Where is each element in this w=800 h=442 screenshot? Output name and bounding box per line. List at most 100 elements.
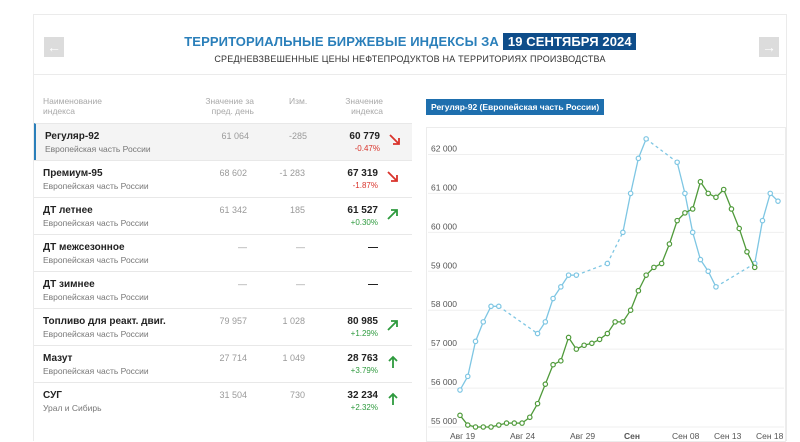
row-change: 1 049 xyxy=(282,353,305,363)
row-prev-value: 61 342 xyxy=(219,205,247,215)
series-segment xyxy=(576,262,608,276)
table-row[interactable]: Премиум-95 Европейская часть России 68 602… xyxy=(34,160,412,197)
row-value: 32 234 xyxy=(347,390,378,401)
row-name: Премиум-95 xyxy=(43,168,103,179)
y-tick-label: 61 000 xyxy=(431,182,457,192)
panel-header: ← ТЕРРИТОРИАЛЬНЫЕ БИРЖЕВЫЕ ИНДЕКСЫ ЗА 19 … xyxy=(34,15,786,75)
y-tick-label: 58 000 xyxy=(431,299,457,309)
page-title: ТЕРРИТОРИАЛЬНЫЕ БИРЖЕВЫЕ ИНДЕКСЫ ЗА 19 СЕ… xyxy=(34,33,786,50)
col-prev-header: Значение за пред. день xyxy=(205,96,254,116)
col-name-header: Наименование индекса xyxy=(43,96,102,116)
x-tick-label: Авг 29 xyxy=(570,431,595,441)
series-segment xyxy=(684,193,694,233)
data-point xyxy=(457,412,463,419)
data-point xyxy=(620,319,626,325)
row-region: Европейская часть России xyxy=(43,292,149,302)
table-row[interactable]: Мазут Европейская часть России 27 714 1 049… xyxy=(34,345,412,382)
data-point xyxy=(495,422,502,428)
prev-date-button[interactable]: ← xyxy=(44,37,64,57)
row-prev-value: — xyxy=(238,242,247,252)
data-point xyxy=(697,256,704,263)
y-tick-label: 62 000 xyxy=(431,143,457,153)
data-point xyxy=(713,194,719,201)
chart-area: Регуляр-92 (Европейская часть России) 62… xyxy=(426,99,786,442)
date-badge[interactable]: 19 СЕНТЯБРЯ 2024 xyxy=(502,33,636,50)
data-point xyxy=(472,424,479,430)
series-segment xyxy=(637,274,647,292)
series-segment xyxy=(482,306,492,323)
row-region: Европейская часть России xyxy=(43,255,149,265)
y-tick-label: 57 000 xyxy=(431,338,457,348)
row-region: Европейская часть России xyxy=(45,144,151,154)
trend-up-icon xyxy=(387,209,398,220)
row-value: — xyxy=(368,279,378,290)
series-segment xyxy=(692,232,702,260)
data-point xyxy=(697,178,704,185)
data-point xyxy=(581,342,587,349)
data-point xyxy=(627,307,634,314)
data-point xyxy=(558,284,564,290)
data-point xyxy=(767,190,774,197)
data-point xyxy=(596,336,603,343)
data-point xyxy=(713,284,719,290)
data-point xyxy=(527,414,533,421)
series-segment xyxy=(544,364,554,385)
trend-up-icon xyxy=(388,355,398,368)
data-point xyxy=(604,260,611,267)
series-segment xyxy=(761,193,771,221)
data-point xyxy=(651,264,657,271)
row-percent: -1.87% xyxy=(352,181,378,190)
data-point xyxy=(751,264,758,271)
data-point xyxy=(689,229,696,236)
table-row[interactable]: Топливо для реакт. двиг. Европейская част… xyxy=(34,308,412,345)
row-region: Европейская часть России xyxy=(43,218,149,228)
row-prev-value: — xyxy=(238,279,247,289)
data-point xyxy=(736,225,743,232)
row-prev-value: 61 064 xyxy=(221,131,249,141)
row-region: Европейская часть России xyxy=(43,181,149,191)
row-name: СУГ xyxy=(43,390,62,401)
series-segment xyxy=(661,243,671,264)
data-point xyxy=(565,334,572,341)
table-row[interactable]: СУГ Урал и Сибирь 31 504 730 32 234 +2.32% xyxy=(34,382,412,419)
series-segment xyxy=(723,189,733,210)
next-date-button[interactable]: → xyxy=(759,37,779,57)
data-point xyxy=(589,340,595,347)
data-point xyxy=(573,346,580,352)
y-tick-label: 59 000 xyxy=(431,260,457,270)
row-value: 67 319 xyxy=(347,168,378,179)
row-change: 730 xyxy=(289,390,305,400)
row-percent: -0.47% xyxy=(354,144,380,153)
data-point xyxy=(643,136,649,142)
row-prev-value: 31 504 xyxy=(219,390,247,400)
chart-title: Регуляр-92 (Европейская часть России) xyxy=(426,99,605,115)
chart-frame xyxy=(426,127,786,442)
trend-down-icon xyxy=(387,171,398,182)
table-row[interactable]: ДТ зимнее Европейская часть России — — — xyxy=(34,271,412,308)
series-segment xyxy=(629,158,640,194)
data-point xyxy=(542,319,549,325)
line-chart[interactable]: 62 000 61 000 60 000 59 000 58 000 57 000 56 0… xyxy=(426,127,786,442)
arrow-left-icon: ← xyxy=(47,39,61,55)
data-point xyxy=(534,400,541,407)
row-value: 80 985 xyxy=(347,316,378,327)
data-point xyxy=(573,272,580,278)
series-segment xyxy=(474,321,484,342)
y-tick-label: 56 000 xyxy=(431,377,457,387)
data-point xyxy=(488,303,494,310)
row-change: 185 xyxy=(289,205,305,215)
data-point xyxy=(464,373,471,380)
row-percent: +0.30% xyxy=(350,218,378,227)
row-value: 61 527 xyxy=(347,205,378,216)
trend-up-icon xyxy=(387,320,398,331)
data-point xyxy=(635,287,642,294)
table-row[interactable]: Регуляр-92 Европейская часть России 61 064… xyxy=(34,123,412,160)
row-prev-value: 68 602 xyxy=(219,168,247,178)
data-point xyxy=(689,206,696,212)
col-change-header: Изм. xyxy=(289,96,308,106)
table-row[interactable]: ДТ летнее Европейская часть России 61 342 1… xyxy=(34,197,412,234)
series-segment xyxy=(707,270,717,288)
series-segment xyxy=(560,337,570,362)
table-row[interactable]: ДТ межсезонное Европейская часть России — —… xyxy=(34,234,412,271)
x-tick-label: Авг 19 xyxy=(450,431,475,441)
